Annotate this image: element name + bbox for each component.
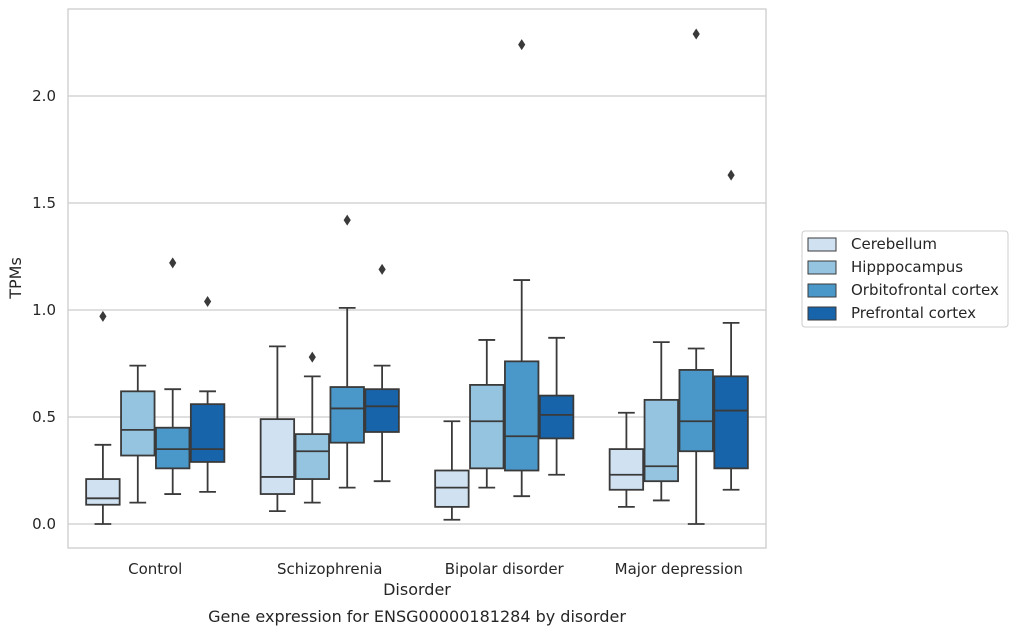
legend-label: Prefrontal cortex <box>851 304 976 322</box>
box <box>120 390 156 457</box>
outlier-point <box>99 310 107 322</box>
box-group <box>85 257 226 525</box>
box <box>434 469 470 508</box>
outlier-point <box>308 351 316 363</box>
y-tick-label: 0.0 <box>32 515 56 533</box>
x-tick-label: Major depression <box>615 560 743 578</box>
box-group <box>434 39 575 521</box>
y-tick-label: 1.0 <box>32 301 56 319</box>
box <box>155 426 191 470</box>
box-group <box>259 214 400 513</box>
outlier-point <box>204 295 212 307</box>
box <box>469 383 505 470</box>
legend: Cerebellum Hipppocampus Orbitofrontal cort… <box>801 230 1009 328</box>
legend-label: Orbitofrontal cortex <box>851 281 999 299</box>
outlier-point <box>727 169 735 181</box>
box-group <box>608 28 749 525</box>
y-tick-label: 2.0 <box>32 87 56 105</box>
x-tick-label: Schizophrenia <box>277 560 382 578</box>
legend-item: Hipppocampus <box>807 258 963 276</box>
outlier-point <box>169 257 177 269</box>
legend-label: Hipppocampus <box>851 258 963 276</box>
outlier-point <box>378 263 386 275</box>
legend-item: Prefrontal cortex <box>807 304 976 322</box>
plot-frame <box>67 8 767 549</box>
y-tick-label: 1.5 <box>32 194 56 212</box>
box <box>678 369 714 453</box>
box <box>259 418 296 495</box>
legend-swatch <box>807 283 837 298</box>
box <box>538 394 575 440</box>
box <box>643 398 679 483</box>
legend-item: Cerebellum <box>807 235 937 253</box>
box <box>329 386 365 444</box>
legend-swatch <box>807 306 837 321</box>
box <box>189 403 226 463</box>
legend-label: Cerebellum <box>851 235 937 253</box>
outlier-point <box>692 28 700 40</box>
legend-frame <box>801 230 1009 328</box>
box <box>713 375 749 470</box>
x-tick-label: Control <box>128 560 182 578</box>
box <box>294 433 330 480</box>
box <box>504 360 540 472</box>
x-axis-title: Disorder <box>383 580 451 599</box>
y-axis-ticks: 0.0 0.5 1.0 1.5 2.0 <box>32 87 56 533</box>
y-tick-label: 0.5 <box>32 408 56 426</box>
outlier-point <box>518 39 526 51</box>
legend-item: Orbitofrontal cortex <box>807 281 999 299</box>
box <box>608 448 645 491</box>
box-groups <box>85 28 749 525</box>
chart-caption: Gene expression for ENSG00000181284 by d… <box>208 607 626 626</box>
box <box>85 478 121 506</box>
gridlines <box>68 95 766 525</box>
y-axis-title: TPMs <box>6 257 25 300</box>
x-axis-ticks: Control Schizophrenia Bipolar disorder Majo… <box>128 560 743 578</box>
x-tick-label: Bipolar disorder <box>445 560 565 578</box>
legend-swatch <box>807 237 837 252</box>
box <box>364 388 400 433</box>
outlier-point <box>343 214 351 226</box>
legend-swatch <box>807 260 837 275</box>
